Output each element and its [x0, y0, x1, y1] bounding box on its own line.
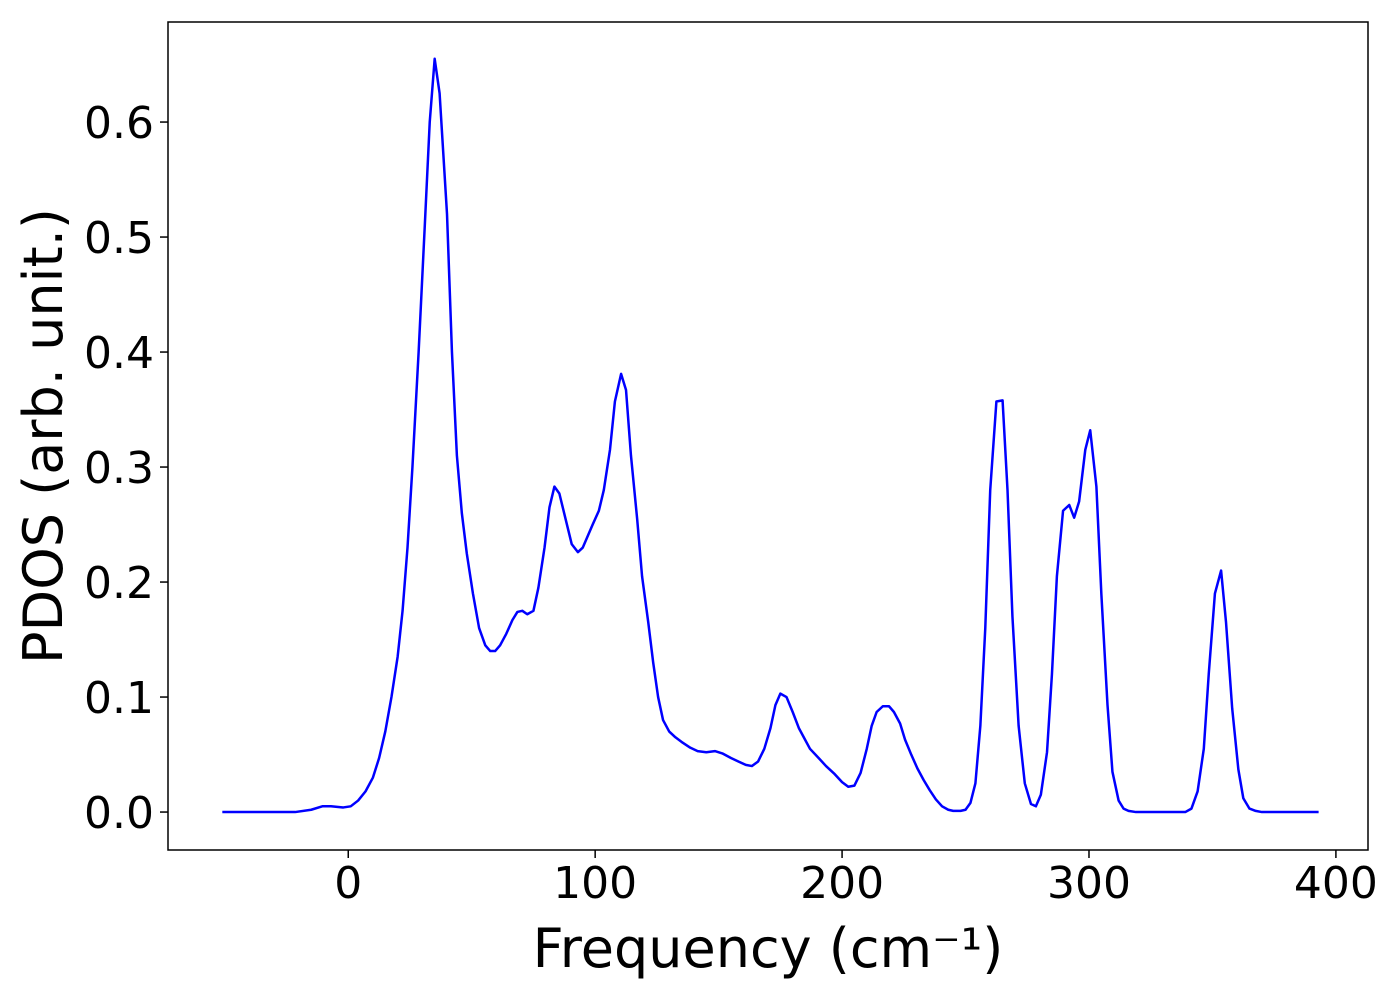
x-axis-label: Frequency (cm⁻¹) [533, 917, 1004, 980]
y-tick-label: 0.1 [84, 673, 154, 724]
y-tick-label: 0.2 [84, 558, 154, 609]
y-tick-label: 0.0 [84, 788, 154, 839]
x-tick-label: 300 [1047, 858, 1131, 909]
x-tick-label: 200 [800, 858, 884, 909]
y-tick-label: 0.4 [84, 328, 154, 379]
x-tick-label: 400 [1294, 858, 1378, 909]
plot-frame [167, 21, 1369, 851]
pdos-line [222, 57, 1319, 814]
y-tick-label: 0.5 [84, 213, 154, 264]
x-tick-label: 0 [334, 858, 362, 909]
x-tick-label: 100 [553, 858, 637, 909]
y-axis-label: PDOS (arb. unit.) [12, 208, 75, 664]
y-tick-label: 0.6 [84, 98, 154, 149]
y-tick-label: 0.3 [84, 443, 154, 494]
